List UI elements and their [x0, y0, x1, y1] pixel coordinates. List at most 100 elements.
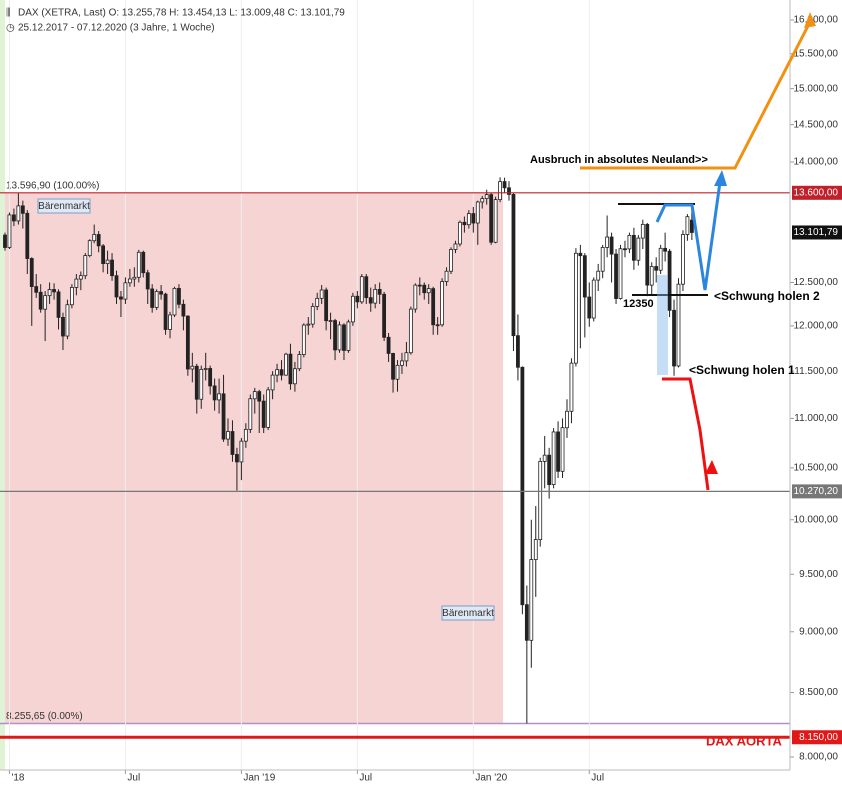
arrow-head [804, 12, 816, 28]
candle-body [359, 276, 364, 303]
candle-body [681, 234, 685, 285]
candle-body [92, 234, 97, 242]
candle-body [449, 249, 453, 272]
annotation-drawings [580, 12, 816, 491]
label-box [37, 198, 91, 214]
candle-body [516, 335, 520, 368]
candle-body [355, 295, 360, 303]
left-strip [0, 0, 5, 770]
candle-body [172, 288, 177, 316]
candle-body [177, 288, 181, 305]
candle-body [43, 295, 48, 310]
candle-body [257, 391, 262, 402]
candle-body [645, 223, 650, 286]
candle-body [145, 272, 150, 290]
annotation: DAX AORTA [706, 733, 782, 748]
candle-body [502, 181, 507, 189]
y-tick-label: 14.000,00 [794, 157, 839, 168]
candle-body [248, 398, 253, 430]
candle-body [422, 284, 427, 294]
candle-body [511, 194, 516, 337]
y-tick-label: 10.000,00 [794, 514, 839, 525]
candle-body [319, 289, 324, 299]
candle-body [618, 248, 623, 299]
y-tick-label: 12.500,00 [794, 277, 839, 288]
candle-body [69, 287, 74, 306]
breakout-arrow [580, 21, 812, 170]
candle-body [181, 303, 186, 317]
x-tick-label: Jul [591, 773, 604, 784]
x-tick-label: '18 [11, 773, 24, 784]
candle-body [520, 366, 525, 606]
candle-body [556, 431, 560, 472]
candle-body [364, 276, 369, 299]
level-box [792, 730, 842, 745]
candle-body [190, 365, 195, 370]
annotation: 12350 [623, 298, 654, 310]
candle-body [386, 336, 391, 354]
candle-body [533, 539, 538, 561]
candle-body [78, 275, 83, 280]
candle-body [547, 454, 552, 486]
plot-layer: '18 Jul Jan '19 Jul Jan '20 Jul 8.000,00 8.500,… [0, 15, 842, 784]
candle-body [636, 237, 641, 261]
candle-body [12, 214, 16, 222]
candle-body [551, 431, 556, 486]
candle-body [159, 291, 164, 295]
candle-body [529, 559, 534, 641]
fib-label: 13.596,90 (100.00%) [6, 181, 99, 192]
candle-body [310, 305, 315, 325]
candle-body [20, 205, 25, 214]
candle-body [640, 223, 645, 239]
candle-body [217, 393, 221, 401]
candle-body [538, 461, 543, 540]
candle-body [119, 296, 123, 300]
candle-body [377, 288, 382, 295]
candle-body [203, 368, 208, 370]
candle-body [38, 291, 43, 310]
candle-body [391, 353, 395, 380]
x-tick-label: Jul [127, 773, 140, 784]
arrow-head [714, 170, 727, 186]
y-tick-label: 14.500,00 [794, 119, 839, 130]
candle-body [631, 234, 636, 261]
candle-body [252, 391, 257, 400]
candle-body [136, 251, 141, 278]
header-title: DAX (XETRA, Last) O: 13.255,78 H: 13.454… [18, 8, 345, 19]
candle-body [587, 296, 592, 319]
candle-body [52, 289, 56, 293]
y-tick-label: 8.500,00 [799, 687, 838, 698]
candle-body [484, 194, 489, 200]
candle-body [649, 266, 654, 286]
candle-body [560, 427, 565, 472]
y-tick-label: 9.500,00 [799, 569, 838, 580]
candle-body [462, 221, 467, 226]
y-tick-label: 8.000,00 [799, 752, 838, 763]
y-tick-label: 11.500,00 [794, 366, 838, 377]
y-tick-label: 15.500,00 [794, 48, 839, 59]
candle-body [301, 324, 306, 355]
candle-body [493, 199, 498, 243]
level-box [792, 185, 842, 200]
candle-body [154, 291, 159, 308]
candle-body [524, 604, 529, 641]
candle-body [368, 297, 373, 304]
header-icon: ⫼ [6, 8, 11, 19]
candle-body [279, 369, 284, 376]
y-tick-label: 11.000,00 [794, 413, 838, 424]
candle-body [685, 216, 690, 235]
candle-body [288, 353, 293, 385]
candle-body [16, 205, 21, 222]
y-tick-label: 16.000,00 [794, 15, 839, 26]
candle-body [235, 454, 239, 463]
annotation: Bärenmarkt [442, 608, 494, 619]
candle-body [489, 194, 494, 243]
candle-body [293, 368, 297, 385]
candle-body [480, 198, 485, 203]
candle-body [498, 181, 502, 201]
candle-body [284, 353, 288, 376]
candle-body [404, 352, 409, 362]
highlight [657, 275, 668, 375]
candle-body [672, 309, 676, 367]
